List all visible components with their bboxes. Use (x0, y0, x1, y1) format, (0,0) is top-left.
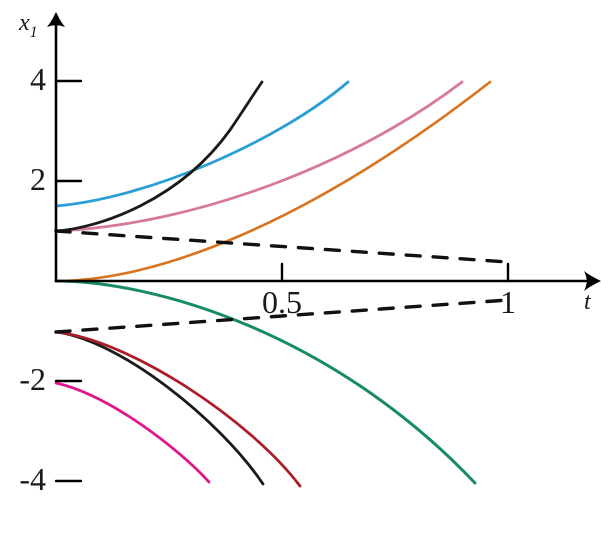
svg-text:-4: -4 (19, 461, 46, 497)
svg-text:2: 2 (30, 161, 46, 197)
svg-text:-2: -2 (19, 361, 46, 397)
svg-text:1: 1 (500, 284, 516, 320)
svg-text:4: 4 (30, 61, 46, 97)
svg-text:0.5: 0.5 (262, 284, 302, 320)
